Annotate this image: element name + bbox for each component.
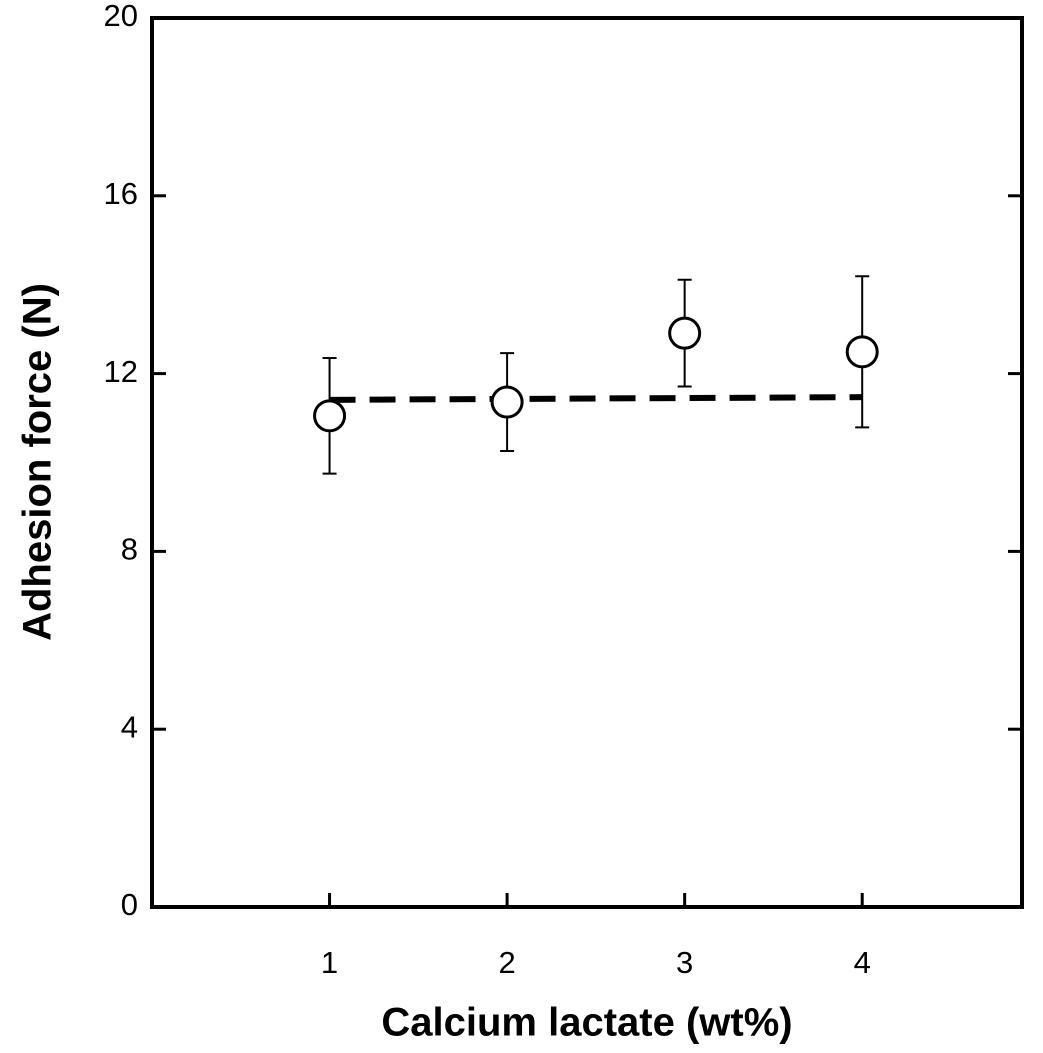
x-axis-title: Calcium lactate (wt%) [381, 1001, 792, 1045]
x-tick-label: 1 [321, 945, 338, 980]
y-tick-label: 0 [121, 887, 138, 922]
data-point [490, 385, 524, 419]
x-tick-label: 3 [676, 945, 693, 980]
data-point [313, 399, 347, 433]
trend-line [329, 394, 863, 403]
plot-frame [150, 16, 1024, 909]
y-tick-label: 20 [104, 0, 138, 33]
x-tick-label: 2 [498, 945, 515, 980]
y-tick-label: 16 [104, 176, 138, 211]
data-point [845, 335, 879, 369]
data-point [668, 316, 702, 350]
y-axis-title: Adhesion force (N) [16, 283, 60, 641]
y-tick-label: 8 [121, 532, 138, 567]
x-tick-label: 4 [854, 945, 871, 980]
y-tick-label: 12 [104, 354, 138, 389]
y-tick-label: 4 [121, 709, 138, 744]
